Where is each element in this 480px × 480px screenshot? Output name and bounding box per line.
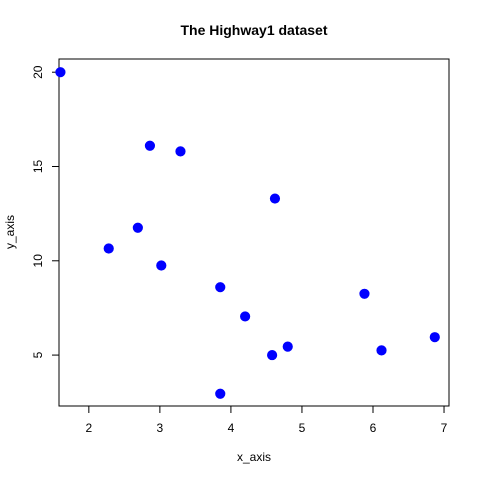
plot-frame <box>58 58 450 407</box>
x-tick-label: 3 <box>157 421 164 435</box>
data-point <box>429 332 440 343</box>
y-axis-label: y_axis <box>3 215 17 249</box>
x-tick-label: 7 <box>441 421 448 435</box>
data-point <box>55 67 66 78</box>
data-point <box>267 349 278 361</box>
data-point <box>359 288 370 299</box>
x-tick-label: 2 <box>85 421 92 435</box>
data-point <box>215 388 226 399</box>
data-point <box>269 193 281 204</box>
x-tick-label: 5 <box>299 421 306 435</box>
data-point <box>103 243 114 254</box>
y-tick-label: 20 <box>31 65 45 79</box>
x-tick-label: 6 <box>370 421 377 435</box>
data-point <box>175 146 186 157</box>
y-tick-label: 10 <box>31 254 45 268</box>
y-tick-label: 5 <box>31 351 45 358</box>
chart-title: The Highway1 dataset <box>180 22 327 38</box>
data-point <box>132 222 143 233</box>
data-point <box>240 311 251 322</box>
data-point <box>282 341 293 352</box>
y-axis: 5 10 15 20 <box>31 65 60 358</box>
data-point <box>376 345 387 356</box>
y-tick-label: 15 <box>31 160 45 174</box>
data-point <box>144 140 156 151</box>
data-point <box>215 282 226 293</box>
x-axis-label: x_axis <box>237 450 271 464</box>
x-tick-label: 4 <box>228 421 235 435</box>
data-point <box>156 260 167 271</box>
x-axis: 2 3 4 5 6 7 <box>85 405 448 435</box>
data-points <box>55 67 440 399</box>
